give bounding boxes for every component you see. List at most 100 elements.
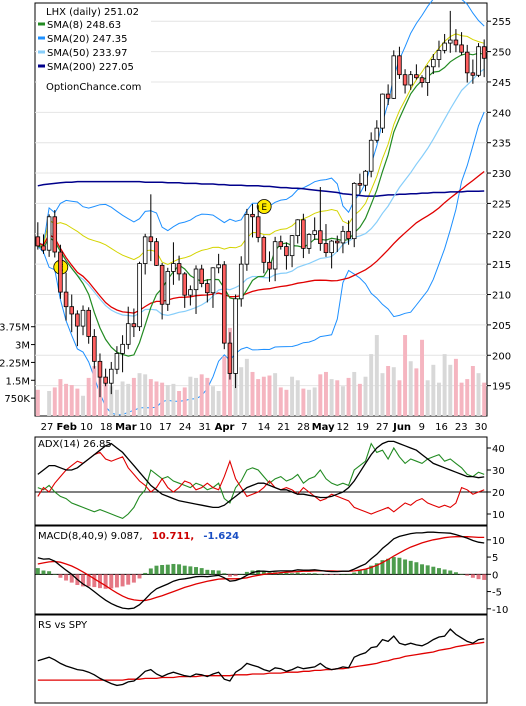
candle-body	[199, 268, 204, 284]
macd-histogram-bar	[216, 570, 221, 575]
macd-histogram-bar	[160, 564, 165, 575]
macd-tick-label: 0	[492, 570, 498, 581]
price-panel: EE 1952002052102152202252302352402452502…	[0, 0, 511, 417]
volume-bar	[278, 387, 283, 416]
macd-histogram-bar	[408, 560, 413, 575]
volume-tick-label: 2.25M	[0, 358, 30, 369]
volume-bar	[256, 379, 261, 416]
candles	[35, 10, 487, 398]
volume-bar	[250, 371, 255, 416]
macd-histogram-bar	[131, 574, 136, 583]
x-tick-label: 7	[241, 422, 247, 433]
macd-histogram-bar	[329, 574, 334, 576]
macd-histogram-bar	[154, 565, 159, 575]
candle-body	[233, 298, 238, 374]
volume-bar	[81, 395, 86, 416]
macd-histogram-bar	[357, 570, 362, 575]
volume-bar	[363, 376, 368, 416]
volume-bar	[69, 385, 74, 416]
candle-body	[470, 72, 476, 76]
candle-body	[148, 236, 154, 243]
volume-bar	[323, 371, 328, 416]
macd-histogram-bar	[177, 564, 182, 575]
price-axis: 195 200 205 210 215 220 225 230 235 240 245 250 255	[487, 17, 511, 393]
volume-tick-label: 1.5M	[5, 376, 30, 387]
volume-bar	[425, 380, 430, 416]
candle-body	[295, 219, 300, 237]
volume-tick-label: 3.75M	[0, 323, 30, 334]
volume-bar	[374, 335, 379, 416]
macd-histogram-bar	[307, 573, 312, 575]
candle-body	[142, 236, 148, 264]
x-tick-label: 21	[277, 422, 290, 433]
macd-histogram-bar	[58, 574, 63, 578]
candle-body	[323, 243, 329, 254]
x-tick-label: 19	[356, 422, 369, 433]
volume-bar	[199, 374, 204, 416]
rs-line	[37, 628, 485, 687]
candle-body	[80, 309, 86, 327]
volume-bar	[244, 358, 249, 416]
price-tick-label: 200	[492, 351, 511, 362]
candle-body	[459, 44, 464, 53]
candle-body	[227, 342, 233, 374]
volume-bar	[92, 366, 97, 416]
price-tick-label: 245	[492, 78, 511, 89]
macd-histogram-bar	[448, 570, 453, 575]
volume-bar	[470, 366, 475, 416]
macd-signal-value: 10.711,	[152, 531, 194, 542]
macd-histogram-bar	[374, 563, 379, 575]
price-tick-label: 250	[492, 48, 511, 59]
x-tick-label: 27	[41, 422, 54, 433]
price-tick-label: 195	[492, 382, 511, 393]
x-tick-label: Jun	[392, 422, 411, 433]
volume-bar	[267, 375, 272, 416]
macd-histogram-bar	[182, 565, 187, 575]
volume-bar	[442, 354, 447, 416]
candle-body	[176, 263, 182, 275]
volume-bar	[386, 366, 391, 416]
macd-histogram-bar	[318, 573, 323, 575]
candle-body	[335, 240, 340, 244]
candle-body	[284, 246, 289, 257]
candle-body	[250, 213, 255, 218]
price-tick-label: 240	[492, 108, 511, 119]
volume-bar	[352, 371, 357, 416]
macd-histogram-bar	[403, 559, 408, 575]
macd-histogram-bar	[436, 568, 441, 575]
macd-histogram-bar	[137, 574, 142, 579]
x-tick-label: May	[312, 422, 335, 433]
x-axis: 27 Feb 10 18 Mar 10 17 24 31 Apr 7 14 21 28 May 12 19 27 J…	[41, 422, 488, 433]
volume-bar	[431, 364, 436, 416]
volume-bar	[47, 391, 52, 416]
rs-panel: RS vs SPY	[34, 614, 488, 704]
candle-body	[357, 182, 363, 186]
candle-body	[52, 216, 58, 253]
adx-lines: 10 20 30 40	[35, 440, 505, 521]
adx-tick-label: 10	[492, 510, 505, 521]
volume-bar	[58, 379, 63, 416]
macd-histogram-bar	[391, 557, 396, 575]
candle-body	[58, 251, 63, 293]
volume-bar	[312, 387, 317, 416]
macd-histogram-bar	[103, 574, 108, 589]
volume-bar	[120, 381, 125, 416]
macd-histogram-bar	[470, 574, 475, 578]
volume-bar	[131, 377, 136, 416]
candle-body	[363, 170, 368, 186]
volume-bar	[453, 358, 458, 416]
candle-body	[431, 59, 436, 68]
candle-body	[97, 360, 103, 378]
x-tick-label: 10	[139, 422, 152, 433]
x-tick-label: 23	[455, 422, 468, 433]
macd-histogram-bar	[459, 573, 464, 575]
candle-body	[125, 323, 131, 345]
x-tick-label: 17	[159, 422, 172, 433]
macd-line	[37, 531, 485, 610]
sma50-channel-line	[37, 170, 485, 314]
candle-body	[46, 216, 52, 251]
legend: LHX (daily) 251.02 SMA(8) 248.63 SMA(20) …	[37, 4, 151, 96]
candle-body	[464, 51, 470, 74]
x-tick-label: 16	[435, 422, 448, 433]
macd-signal-line	[37, 536, 485, 602]
